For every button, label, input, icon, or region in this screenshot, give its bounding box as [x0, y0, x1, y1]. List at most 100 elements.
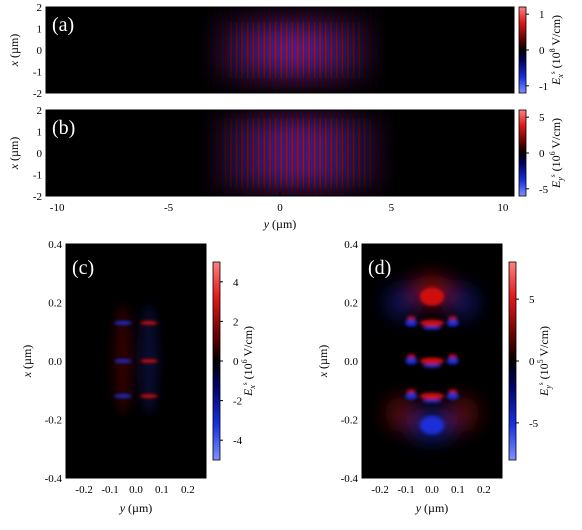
- field-lobe: [420, 357, 444, 365]
- field-pattern: [197, 118, 399, 188]
- fringe: [197, 119, 198, 151]
- x-tick-label: -5: [164, 202, 174, 214]
- colorbar-tick-label: -5: [529, 418, 539, 430]
- fringe: [200, 155, 201, 187]
- fringe: [197, 155, 198, 187]
- field-lobe: [420, 287, 444, 306]
- field-lobe: [420, 392, 444, 400]
- y-tick-label: 0.0: [344, 356, 358, 368]
- y-tick-label: 1: [37, 24, 43, 36]
- field-lobe: [406, 389, 417, 394]
- colorbar-label: Exs(108 V/cm): [548, 15, 565, 86]
- colorbar-tick-label: 1: [539, 9, 545, 21]
- field-lobe: [139, 321, 158, 325]
- y-tick-label: 0.0: [48, 356, 62, 368]
- halo: [384, 395, 417, 432]
- field-lobe: [447, 389, 458, 394]
- fringe: [395, 119, 396, 151]
- y-tick-label: 0.4: [48, 239, 62, 251]
- x-tick-label: 0.2: [181, 484, 195, 496]
- fringe: [201, 155, 205, 188]
- y-axis-label: x(µm): [20, 345, 34, 379]
- x-axis-label: y (µm): [415, 501, 449, 515]
- fringe: [398, 155, 399, 187]
- halo: [447, 395, 480, 432]
- panel-c: (c) 0.4 0.2 0.0 -0.2 -0.4 -0.2 -0.1 0.0 0.1 0.2 x(µ…: [20, 239, 257, 515]
- field-lobe: [406, 315, 417, 320]
- colorbar-tick-label: -2: [233, 396, 242, 408]
- y-axis-label: x(µm): [316, 345, 330, 379]
- y-tick-label: -1: [33, 170, 42, 182]
- fringe: [398, 119, 399, 151]
- colorbar-label: Eys(105 V/cm): [536, 326, 553, 397]
- field-lobe: [405, 357, 418, 365]
- field-lobe: [422, 399, 442, 404]
- halo: [384, 284, 417, 321]
- field-lobe: [114, 359, 133, 363]
- x-tick-label: -10: [50, 202, 65, 214]
- fringe: [201, 118, 205, 151]
- y-tick-label: 0: [37, 148, 43, 160]
- fringe: [387, 22, 388, 78]
- colorbar-tick-label: 5: [539, 112, 545, 124]
- field-lobe: [406, 354, 417, 358]
- colorbar-label: Exs(106 V/cm): [240, 326, 257, 397]
- y-tick-label: -1: [33, 67, 42, 79]
- y-tick-label: -0.2: [45, 415, 62, 427]
- fringe: [395, 155, 396, 187]
- y-tick-label: -0.4: [341, 473, 359, 485]
- field-lobe: [447, 354, 458, 358]
- panel-label: (d): [368, 257, 391, 279]
- field-lobe: [420, 319, 444, 327]
- y-tick-label: -2: [33, 88, 42, 100]
- x-tick-label: 0.0: [425, 484, 439, 496]
- x-tick-label: 0.1: [451, 484, 465, 496]
- colorbar-tick-label: 0: [539, 148, 545, 160]
- x-tick-label: 5: [389, 202, 395, 214]
- field-lobe: [139, 359, 158, 363]
- x-tick-label: -0.1: [397, 484, 414, 496]
- field-lobe: [405, 392, 418, 400]
- colorbar: [518, 109, 527, 197]
- panel-label: (c): [72, 257, 94, 279]
- colorbar-tick-label: 5: [529, 294, 535, 306]
- panel-label: (a): [52, 14, 74, 36]
- colorbar: [518, 6, 527, 94]
- y-axis-label: x(µm): [7, 34, 21, 68]
- field-pattern: [384, 274, 480, 442]
- field-lobe: [422, 325, 442, 330]
- colorbar-tick-label: 0: [529, 356, 535, 368]
- x-axis-label: y (µm): [119, 501, 153, 515]
- fringe: [200, 119, 201, 151]
- y-tick-label: 0.4: [344, 239, 358, 251]
- x-tick-label: -0.2: [75, 484, 92, 496]
- panel-d: (d) 0.4 0.2 0.0 -0.2 -0.4 -0.2 -0.1 0.0 0.1 0.2 x(µ…: [316, 239, 553, 515]
- field-lobe: [447, 315, 458, 320]
- field-lobe: [420, 416, 444, 435]
- field-pattern: [201, 22, 388, 78]
- x-axis-label: y (µm): [263, 217, 297, 231]
- panel-b: (b)210-1-2-10 -5 0 5 10x(µm)y (µm)50-5 Eys(106…: [7, 105, 565, 231]
- plot-background: [46, 7, 514, 93]
- y-tick-label: 2: [37, 105, 43, 117]
- field-lobe: [405, 319, 418, 327]
- colorbar-tick-label: -1: [539, 81, 548, 93]
- field-lobe: [114, 394, 133, 398]
- field-pattern: [114, 304, 158, 415]
- plot-background: [66, 244, 206, 478]
- field-lobe: [139, 394, 158, 398]
- y-tick-label: -0.4: [45, 473, 63, 485]
- colorbar-tick-label: 4: [233, 277, 239, 289]
- colorbar-label: Eys(106 V/cm): [548, 118, 565, 189]
- colorbar-tick-label: 0: [233, 356, 239, 368]
- colorbar-tick-label: -5: [539, 184, 549, 196]
- panel-label: (b): [52, 117, 75, 139]
- field-lobe: [446, 319, 459, 327]
- y-tick-label: 0.2: [344, 298, 358, 310]
- x-tick-label: -0.2: [371, 484, 388, 496]
- y-tick-label: 1: [37, 127, 43, 139]
- y-tick-label: -0.2: [341, 415, 358, 427]
- colorbar-tick-label: 2: [233, 316, 239, 328]
- x-tick-label: 10: [497, 202, 509, 214]
